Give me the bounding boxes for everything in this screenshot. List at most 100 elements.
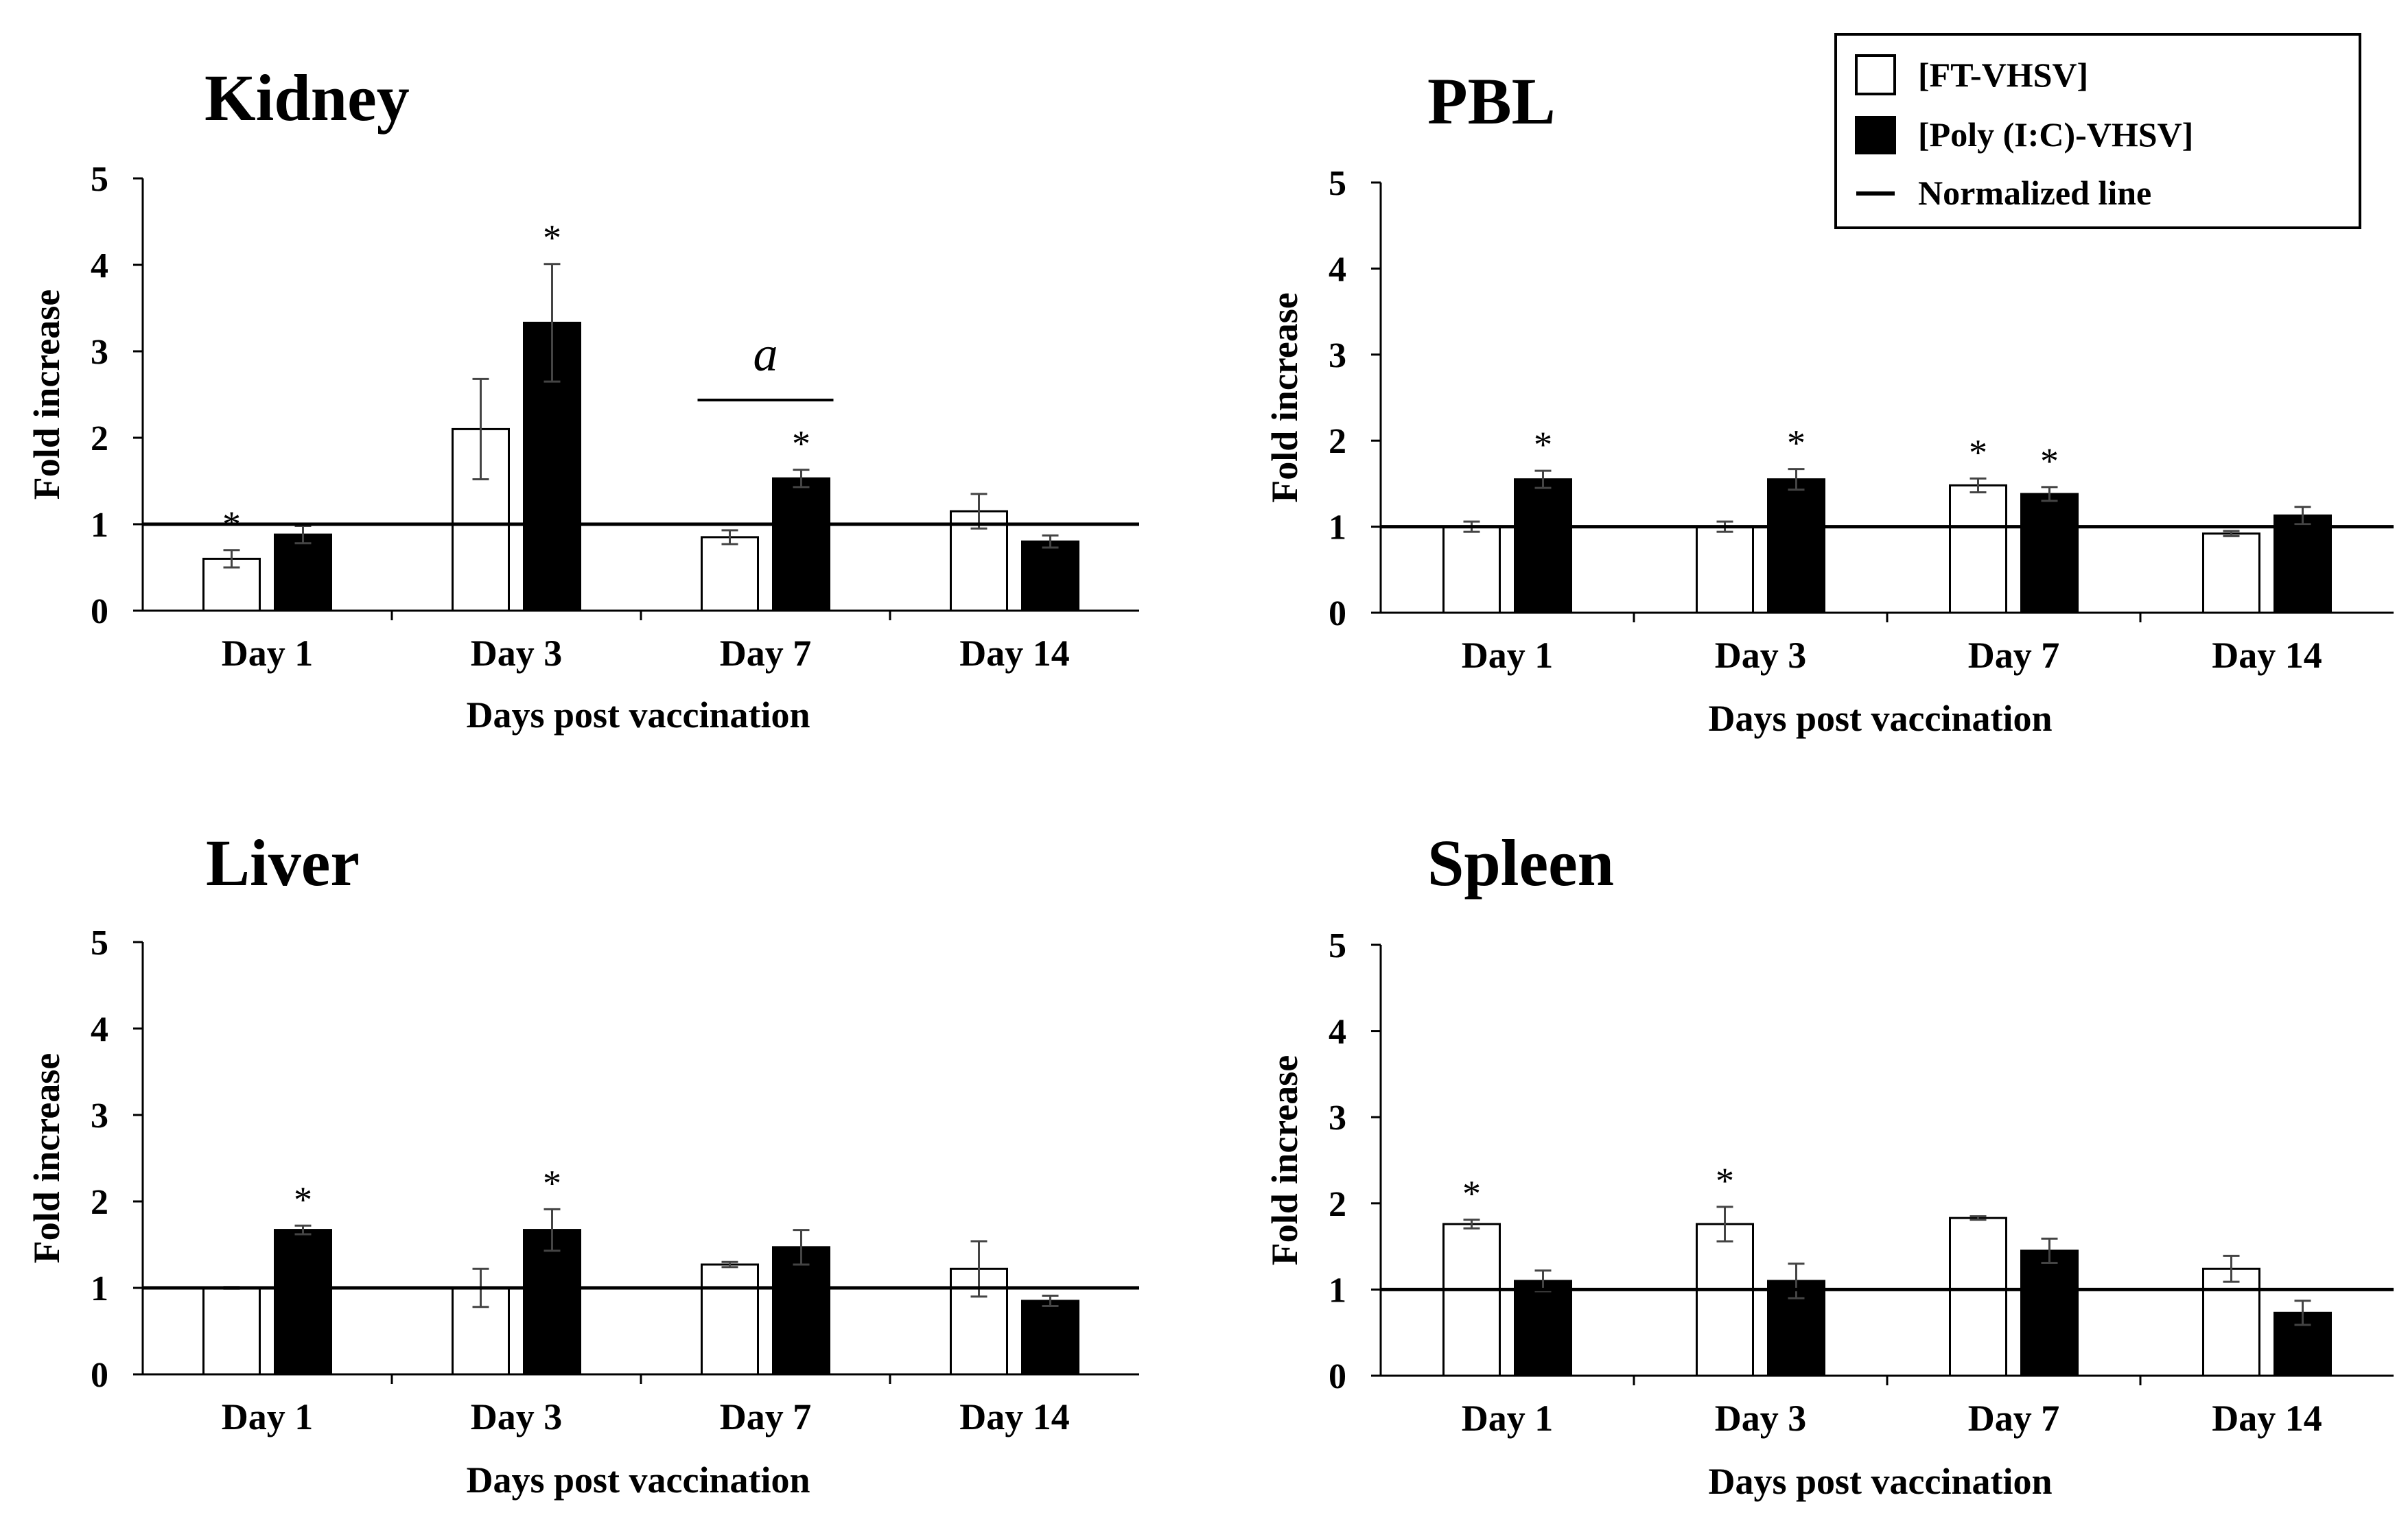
- liver-significance-star: *: [294, 1179, 312, 1220]
- spleen-y-tick-label: 3: [1329, 1099, 1346, 1138]
- pbl-y-axis-label: Fold increase: [1264, 292, 1305, 502]
- pbl-x-tick-label: Day 1: [1462, 635, 1554, 676]
- pbl-bar-ft-vhsv-day-14: [2202, 532, 2260, 614]
- kidney-significance-star: *: [792, 423, 810, 465]
- liver-bar-poly-i-c-vhsv-day-7: [772, 1246, 830, 1376]
- legend-frame: [1834, 33, 2361, 229]
- pbl-y-tick-label: 1: [1329, 508, 1346, 548]
- spleen-x-tick-label: Day 14: [2212, 1398, 2322, 1439]
- spleen-y-tick-label: 5: [1329, 926, 1346, 965]
- liver-x-tick-label: Day 14: [959, 1396, 1070, 1437]
- pbl-significance-star: *: [1969, 432, 1987, 473]
- liver-significance-star: *: [543, 1162, 561, 1203]
- pbl-x-axis-label: Days post vaccination: [1708, 698, 2052, 739]
- liver-x-tick-label: Day 7: [720, 1396, 812, 1437]
- pbl-y-tick-label: 0: [1329, 594, 1346, 633]
- kidney-y-tick-label: 3: [91, 333, 108, 372]
- liver-y-tick-label: 1: [91, 1269, 108, 1308]
- pbl-bar-ft-vhsv-day-3: [1696, 526, 1754, 614]
- kidney-bar-ft-vhsv-day-7: [701, 536, 759, 612]
- spleen-title: Spleen: [1427, 826, 1614, 900]
- liver-y-tick-label: 3: [91, 1096, 108, 1136]
- liver-x-tick-label: Day 3: [471, 1396, 563, 1437]
- spleen-bar-ft-vhsv-day-1: [1442, 1223, 1501, 1377]
- pbl-significance-star: *: [1787, 423, 1805, 464]
- kidney-y-tick-label: 2: [91, 419, 108, 458]
- kidney-bar-poly-i-c-vhsv-day-1: [274, 533, 332, 612]
- kidney-x-tick-label: Day 14: [959, 633, 1070, 674]
- pbl-y-tick-label: 3: [1329, 336, 1346, 375]
- spleen-x-axis-label: Days post vaccination: [1708, 1461, 2052, 1502]
- pbl-bar-ft-vhsv-day-1: [1442, 526, 1501, 614]
- liver-bar-poly-i-c-vhsv-day-14: [1021, 1300, 1079, 1376]
- kidney-y-tick-label: 5: [91, 160, 108, 199]
- kidney-bar-poly-i-c-vhsv-day-14: [1021, 540, 1079, 612]
- pbl-bar-poly-i-c-vhsv-day-14: [2273, 514, 2332, 614]
- pbl-bar-poly-i-c-vhsv-day-1: [1514, 478, 1572, 614]
- pbl-title: PBL: [1427, 64, 1556, 138]
- spleen-x-tick-label: Day 7: [1968, 1398, 2060, 1439]
- liver-x-tick-label: Day 1: [222, 1396, 314, 1437]
- panel-pbl: PBL 0 1 2 3 4 5 Fold increase * * * * Day 1 Day 3 Day …: [1264, 64, 2394, 739]
- kidney-y-axis-label: Fold increase: [26, 290, 67, 500]
- spleen-bar-poly-i-c-vhsv-day-7: [2020, 1249, 2079, 1377]
- liver-bar-poly-i-c-vhsv-day-1: [274, 1229, 332, 1376]
- kidney-x-axis-label: Days post vaccination: [466, 694, 810, 736]
- panel-liver: Liver 0 1 2 3 4 5 Fold increase * * Day 1 Day 3 Day …: [26, 826, 1139, 1501]
- kidney-y-tick-label: 4: [91, 246, 108, 285]
- pbl-bar-poly-i-c-vhsv-day-7: [2020, 493, 2079, 614]
- spleen-x-tick-label: Day 3: [1715, 1398, 1807, 1439]
- pbl-x-tick-label: Day 3: [1715, 635, 1807, 676]
- legend-swatch-poly-ic-vhsv: [1855, 116, 1896, 154]
- spleen-x-tick-label: Day 1: [1462, 1398, 1554, 1439]
- legend-label-poly-ic-vhsv: [Poly (I:C)-VHSV]: [1918, 115, 2193, 154]
- liver-bar-ft-vhsv-day-1: [202, 1287, 261, 1376]
- kidney-significance-star: *: [543, 218, 561, 259]
- pbl-significance-star: *: [2040, 441, 2059, 482]
- pbl-x-tick-label: Day 14: [2212, 635, 2322, 676]
- kidney-x-tick-label: Day 3: [471, 633, 563, 674]
- kidney-bar-ft-vhsv-day-3: [452, 427, 510, 612]
- kidney-x-tick-label: Day 1: [222, 633, 314, 674]
- pbl-significance-star: *: [1534, 424, 1552, 465]
- kidney-annotation-label: a: [753, 327, 778, 381]
- spleen-y-axis-label: Fold increase: [1264, 1055, 1305, 1265]
- spleen-y-tick-label: 2: [1329, 1185, 1346, 1224]
- legend: [FT-VHSV] [Poly (I:C)-VHSV] Normalized l…: [1834, 33, 2361, 229]
- pbl-x-tick-label: Day 7: [1968, 635, 2060, 676]
- liver-x-axis-label: Days post vaccination: [466, 1459, 810, 1501]
- panel-spleen: Spleen 0 1 2 3 4 5 Fold increase * * Day 1 Day 3 Day…: [1264, 826, 2394, 1502]
- liver-y-tick-label: 2: [91, 1183, 108, 1222]
- kidney-y-tick-label: 1: [91, 506, 108, 545]
- pbl-y-tick-label: 2: [1329, 422, 1346, 461]
- spleen-significance-star: *: [1716, 1160, 1734, 1201]
- liver-y-tick-label: 5: [91, 924, 108, 963]
- kidney-bar-poly-i-c-vhsv-day-7: [772, 477, 830, 612]
- liver-y-tick-label: 4: [91, 1010, 108, 1049]
- pbl-bar-poly-i-c-vhsv-day-3: [1767, 478, 1825, 614]
- pbl-y-tick-label: 5: [1329, 164, 1346, 203]
- spleen-significance-star: *: [1462, 1173, 1481, 1214]
- pbl-y-tick-label: 4: [1329, 250, 1346, 289]
- legend-label-normalized-line: Normalized line: [1918, 174, 2151, 212]
- kidney-title: Kidney: [204, 61, 410, 134]
- liver-title: Liver: [206, 826, 360, 900]
- liver-bar-ft-vhsv-day-7: [701, 1263, 759, 1376]
- kidney-x-tick-label: Day 7: [720, 633, 812, 674]
- spleen-y-tick-label: 0: [1329, 1357, 1346, 1396]
- spleen-y-tick-label: 1: [1329, 1271, 1346, 1310]
- pbl-bar-ft-vhsv-day-7: [1949, 484, 2007, 614]
- liver-y-tick-label: 0: [91, 1356, 108, 1395]
- liver-y-axis-label: Fold increase: [26, 1053, 67, 1263]
- spleen-bar-ft-vhsv-day-7: [1949, 1217, 2007, 1377]
- legend-label-ft-vhsv: [FT-VHSV]: [1918, 56, 2088, 94]
- spleen-y-tick-label: 4: [1329, 1013, 1346, 1052]
- liver-bar-poly-i-c-vhsv-day-3: [523, 1229, 581, 1376]
- legend-swatch-ft-vhsv: [1855, 54, 1896, 95]
- spleen-bar-ft-vhsv-day-3: [1696, 1223, 1754, 1377]
- spleen-bar-poly-i-c-vhsv-day-1: [1514, 1280, 1572, 1377]
- spleen-bar-ft-vhsv-day-14: [2202, 1267, 2260, 1377]
- kidney-y-tick-label: 0: [91, 592, 108, 631]
